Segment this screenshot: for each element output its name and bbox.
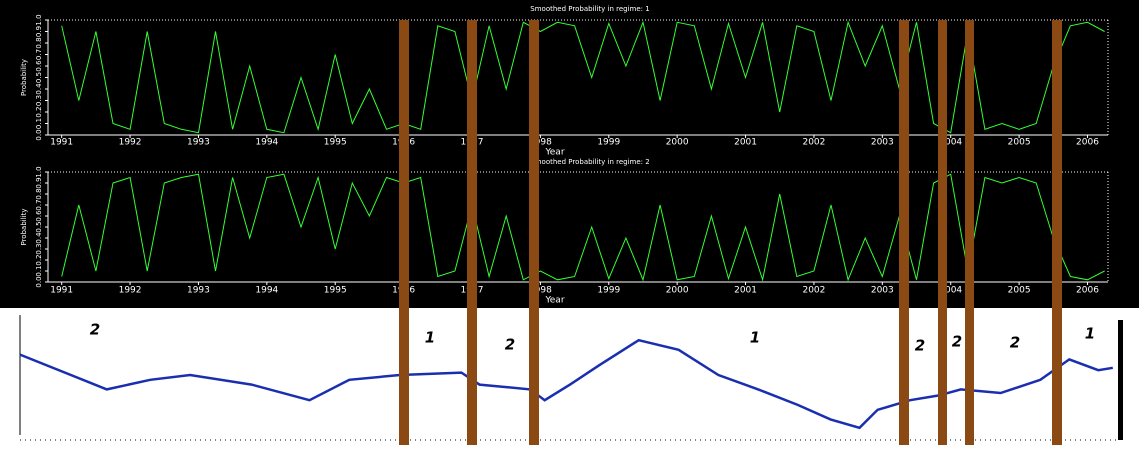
x-tick-label: 1995	[324, 286, 347, 296]
x-tick-label: 1994	[255, 286, 278, 296]
series-line	[61, 173, 1105, 282]
y-tick-label: 0.9	[35, 177, 43, 188]
x-tick-label: 2001	[734, 286, 757, 296]
x-tick-label: 2002	[802, 286, 825, 296]
y-tick-label: 0.9	[35, 26, 43, 37]
regime-label: 2	[915, 337, 925, 355]
regime-bar	[467, 20, 477, 445]
x-tick-label: 1998	[529, 138, 552, 148]
x-tick-label: 2003	[871, 138, 894, 148]
regime-bar	[399, 20, 409, 445]
y-tick-label: 0.5	[35, 221, 43, 232]
x-tick-label: 1992	[119, 138, 142, 148]
x-tick-label: 1992	[119, 286, 142, 296]
x-tick-label: 1999	[597, 286, 620, 296]
regime-bar	[1052, 20, 1062, 445]
regime-label: 2	[505, 336, 515, 354]
annotations: 2 1 2 1 2 2 2 1	[90, 321, 1095, 355]
y-tick-label: 0.5	[35, 72, 43, 83]
x-axis-label: Year	[544, 148, 564, 158]
x-tick-label: 2005	[1008, 138, 1031, 148]
x-tick-label: 1998	[529, 286, 552, 296]
x-tick-label: 1995	[324, 138, 347, 148]
x-tick-label: 1993	[187, 286, 210, 296]
y-tick-label: 0.1	[35, 118, 43, 129]
y-tick-label: 0.4	[35, 232, 43, 244]
regime-label: 1	[750, 329, 760, 347]
x-tick-label: 2000	[666, 138, 689, 148]
y-tick-label: 0.6	[35, 60, 43, 72]
x-tick-label: 1991	[50, 138, 73, 148]
x-tick-label: 2002	[802, 138, 825, 148]
x-tick-label: 1999	[597, 138, 620, 148]
y-tick-label: 1.0	[35, 166, 43, 177]
y-tick-label: 0.6	[35, 210, 43, 222]
y-tick-label: 0.4	[35, 83, 43, 95]
x-tick-label: 2004	[939, 138, 962, 148]
y-tick-label: 0.1	[35, 265, 43, 276]
x-tick-label: 1993	[187, 138, 210, 148]
panel-background	[0, 0, 1139, 155]
x-tick-label: 2004	[939, 286, 962, 296]
right-edge-bar	[1118, 320, 1123, 440]
x-tick-label: 2005	[1008, 286, 1031, 296]
y-tick-label: 0.7	[35, 49, 43, 60]
series-line	[61, 20, 1105, 134]
x-axis-label: Year	[544, 296, 564, 306]
x-tick-label: 1991	[50, 286, 73, 296]
regime-label: 1	[425, 329, 435, 347]
y-tick-label: 0.0	[35, 129, 43, 140]
y-tick-label: 0.7	[35, 199, 43, 210]
y-tick-label: 0.8	[35, 37, 43, 48]
regime-bar	[938, 20, 947, 445]
panel-title: Smoothed Probability in regime: 2	[530, 158, 649, 166]
y-tick-label: 0.2	[35, 106, 43, 117]
y-tick-label: 0.0	[35, 276, 43, 287]
x-tick-label: 2006	[1076, 138, 1099, 148]
x-tick-label: 2006	[1076, 286, 1099, 296]
regime-label: 2	[952, 333, 962, 351]
y-axis-label: Probability	[20, 59, 28, 96]
x-tick-label: 2000	[666, 286, 689, 296]
regime-switch-bars	[399, 20, 1123, 445]
x-tick-label: 1994	[255, 138, 278, 148]
panel-background	[0, 308, 1139, 452]
y-tick-label: 0.8	[35, 188, 43, 199]
x-tick-label: 2003	[871, 286, 894, 296]
y-tick-label: 0.3	[35, 95, 43, 106]
regime-bar	[529, 20, 539, 445]
regime-bar	[965, 20, 974, 445]
panel-title: Smoothed Probability in regime: 1	[530, 5, 649, 13]
y-tick-label: 1.0	[35, 14, 43, 25]
x-tick-label: 2001	[734, 138, 757, 148]
regime-label: 2	[1010, 334, 1020, 352]
regime-label: 1	[1085, 325, 1095, 343]
regime-label: 2	[90, 321, 100, 339]
y-axis-label: Probability	[20, 208, 28, 245]
y-tick-label: 0.2	[35, 254, 43, 265]
y-tick-label: 0.3	[35, 243, 43, 254]
regime-bar	[899, 20, 909, 445]
